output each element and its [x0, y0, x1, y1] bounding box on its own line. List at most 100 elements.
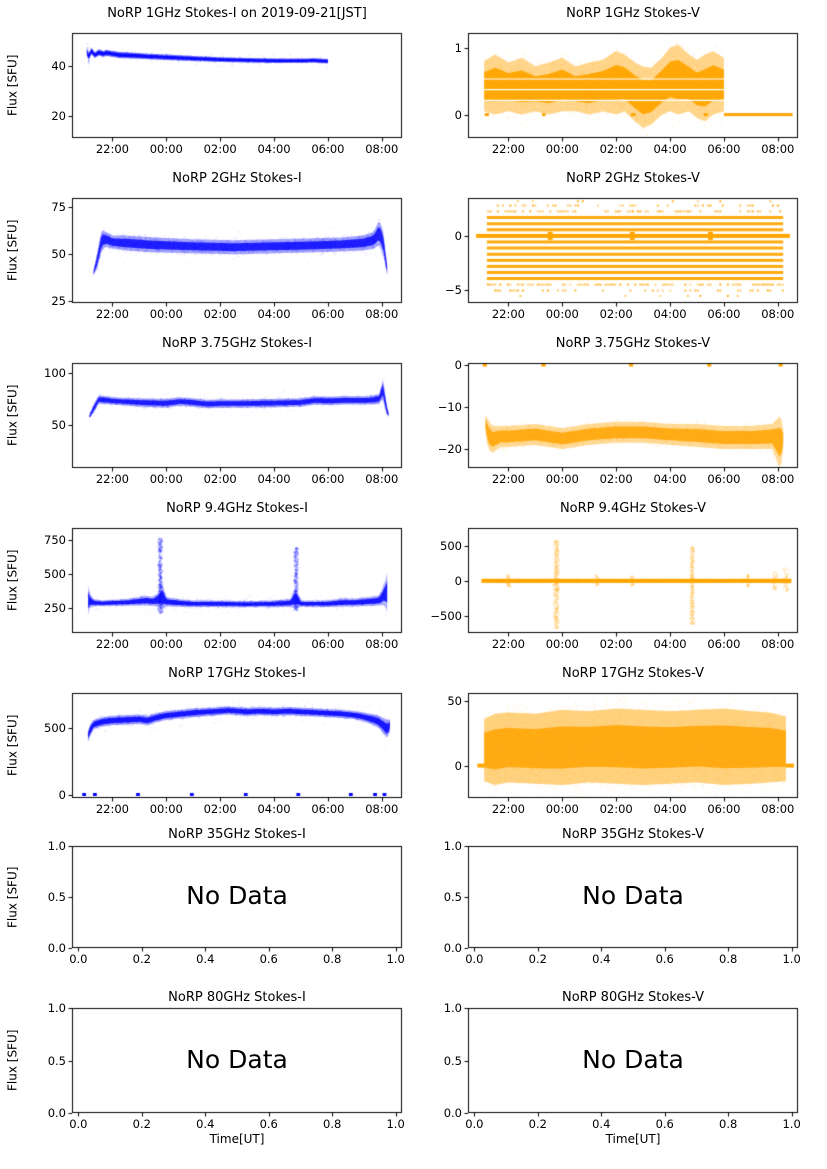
- x-tick-label: 04:00: [257, 307, 291, 321]
- no-data-annotation: No Data: [186, 1044, 288, 1074]
- y-tick-label: 500: [44, 720, 66, 735]
- x-tick-label: 08:00: [761, 307, 795, 321]
- x-tick-label: 04:00: [653, 472, 687, 486]
- x-tick-label: 1.0: [782, 952, 801, 966]
- x-tick-label: 0.8: [323, 952, 342, 966]
- panel-title: NoRP 9.4GHz Stokes-V: [559, 501, 707, 516]
- x-tick-label: 0.0: [69, 1117, 88, 1131]
- plot-canvas: [64, 520, 410, 641]
- y-tick-label: 750: [44, 533, 66, 548]
- x-tick-label: 00:00: [545, 637, 579, 651]
- x-tick-label: 02:00: [203, 142, 237, 156]
- panel-title: NoRP 3.75GHz Stokes-I: [161, 336, 313, 351]
- panel-norp-1ghz-stokes-v: NoRP 1GHz Stokes-V 22:00 00:00 02:00 04:00 0…: [414, 0, 827, 165]
- x-tick-label: 0.8: [719, 1117, 738, 1131]
- x-tick-label: 22:00: [491, 307, 525, 321]
- y-tick-label: 20: [51, 108, 66, 123]
- y-tick-label: 1: [454, 40, 462, 55]
- y-tick-label: 100: [44, 366, 66, 381]
- x-tick-label: 06:00: [311, 802, 345, 816]
- y-tick-label: 0.0: [47, 941, 66, 955]
- x-tick-label: 08:00: [365, 307, 399, 321]
- x-tick-label: 02:00: [203, 307, 237, 321]
- plot-canvas: [64, 685, 410, 806]
- x-tick-label: 00:00: [149, 802, 183, 816]
- x-tick-label: 08:00: [365, 472, 399, 486]
- x-tick-label: 0.0: [465, 952, 484, 966]
- plot-canvas: [460, 838, 806, 956]
- y-tick-label: −10: [437, 400, 462, 415]
- x-tick-label: 06:00: [707, 472, 741, 486]
- y-tick-label: 0: [454, 228, 462, 243]
- panel-norp-80ghz-stokes-v: NoRP 80GHz Stokes-V No Data Time[UT] 0.0…: [414, 990, 827, 1169]
- y-tick-label: 50: [51, 247, 66, 262]
- panel-title: NoRP 2GHz Stokes-I: [172, 171, 302, 186]
- y-tick-label: 40: [51, 58, 66, 73]
- x-tick-label: 08:00: [365, 802, 399, 816]
- x-tick-label: 08:00: [365, 142, 399, 156]
- y-axis-label: Flux [SFU]: [5, 1029, 20, 1092]
- y-tick-label: 500: [440, 539, 462, 554]
- plot-canvas: [64, 355, 410, 476]
- x-tick-label: 00:00: [149, 472, 183, 486]
- x-tick-label: 02:00: [599, 142, 633, 156]
- x-tick-label: 00:00: [545, 142, 579, 156]
- y-tick-label: 1.0: [47, 839, 66, 853]
- y-tick-label: 0.0: [47, 1106, 66, 1120]
- x-tick-label: 1.0: [386, 1117, 405, 1131]
- x-tick-label: 06:00: [311, 142, 345, 156]
- x-tick-label: 0.2: [528, 1117, 547, 1131]
- panel-title: NoRP 1GHz Stokes-V: [566, 6, 700, 21]
- panel-norp-17ghz-stokes-v: NoRP 17GHz Stokes-V 22:00 00:00 02:00 04:00…: [414, 660, 827, 825]
- no-data-annotation: No Data: [186, 881, 288, 911]
- y-tick-label: 0.5: [47, 1053, 66, 1068]
- x-tick-label: 0.2: [132, 1117, 151, 1131]
- x-tick-label: 0.6: [655, 1117, 674, 1131]
- x-tick-label: 22:00: [95, 472, 129, 486]
- panel-title: NoRP 17GHz Stokes-I: [168, 666, 306, 681]
- panel-title: NoRP 1GHz Stokes-I on 2019-09-21[JST]: [107, 6, 367, 21]
- x-tick-label: 22:00: [95, 142, 129, 156]
- plot-canvas: [64, 190, 410, 311]
- x-tick-label: 06:00: [707, 802, 741, 816]
- x-tick-label: 22:00: [491, 802, 525, 816]
- y-tick-label: 0: [58, 788, 66, 803]
- y-tick-label: 1.0: [443, 839, 462, 853]
- plot-canvas: [460, 1000, 806, 1121]
- x-tick-label: 08:00: [761, 142, 795, 156]
- y-axis-label: Flux [SFU]: [5, 54, 20, 117]
- x-tick-label: 02:00: [599, 472, 633, 486]
- x-tick-label: 0.8: [719, 952, 738, 966]
- x-tick-label: 02:00: [203, 802, 237, 816]
- x-tick-label: 22:00: [95, 637, 129, 651]
- x-tick-label: 0.4: [196, 952, 215, 966]
- y-tick-label: 0: [454, 107, 462, 122]
- x-tick-label: 1.0: [782, 1117, 801, 1131]
- x-axis-label: Time[UT]: [209, 1132, 265, 1146]
- panel-title: NoRP 17GHz Stokes-V: [562, 666, 704, 681]
- panel-title: NoRP 9.4GHz Stokes-I: [166, 501, 308, 516]
- y-axis-label: Flux [SFU]: [5, 714, 20, 777]
- panel-title: NoRP 3.75GHz Stokes-V: [555, 336, 711, 351]
- y-tick-label: 50: [447, 693, 462, 708]
- x-axis-label: Time[UT]: [605, 1132, 661, 1146]
- x-tick-label: 04:00: [257, 637, 291, 651]
- y-tick-label: 25: [51, 294, 66, 309]
- x-tick-label: 06:00: [707, 142, 741, 156]
- panel-norp-3-75ghz-stokes-i: NoRP 3.75GHz Stokes-I Flux [SFU] 22:00 00…: [0, 330, 413, 495]
- x-tick-label: 02:00: [599, 637, 633, 651]
- plot-canvas: [64, 1000, 410, 1121]
- x-tick-label: 02:00: [599, 307, 633, 321]
- x-tick-label: 0.2: [132, 952, 151, 966]
- x-tick-label: 00:00: [545, 472, 579, 486]
- plot-canvas: [460, 190, 806, 311]
- panel-norp-2ghz-stokes-v: NoRP 2GHz Stokes-V 22:00 00:00 02:00 04:00 0…: [414, 165, 827, 330]
- y-tick-label: 0.5: [47, 890, 66, 904]
- x-tick-label: 22:00: [95, 802, 129, 816]
- x-tick-label: 06:00: [311, 307, 345, 321]
- panel-norp-9-4ghz-stokes-i: NoRP 9.4GHz Stokes-I Flux [SFU] 22:00 00:…: [0, 495, 413, 660]
- x-tick-label: 04:00: [653, 802, 687, 816]
- x-tick-label: 22:00: [491, 472, 525, 486]
- panel-norp-1ghz-stokes-i: NoRP 1GHz Stokes-I on 2019-09-21[JST] Fl…: [0, 0, 413, 165]
